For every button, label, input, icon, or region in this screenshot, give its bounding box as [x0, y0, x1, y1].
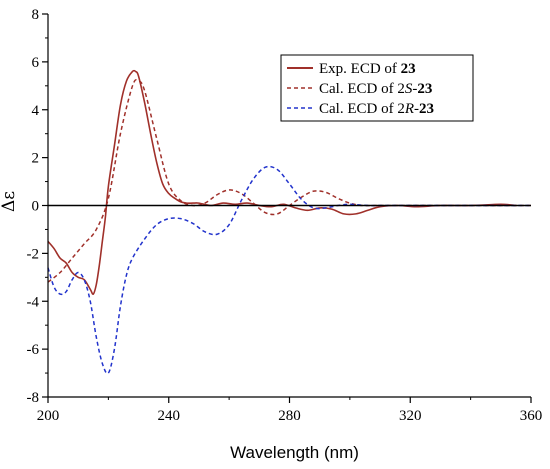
y-tick-label: 2 [32, 151, 40, 167]
x-tick-label: 320 [399, 408, 422, 424]
x-tick-label: 200 [37, 408, 60, 424]
axes-layer [42, 13, 532, 403]
legend-label-cal-ecd-2r-23: Cal. ECD of 2R-23 [319, 101, 434, 117]
series-line-exp-ecd-23 [47, 69, 516, 295]
legend-label-cal-ecd-2s-23: Cal. ECD of 2S-23 [319, 81, 432, 97]
y-tick-label: -8 [27, 390, 40, 406]
x-tick-label: 280 [278, 408, 301, 424]
y-tick-label: 6 [32, 55, 40, 71]
legend-box [280, 54, 474, 122]
x-tick-label: 240 [158, 408, 181, 424]
y-axis-title: Δε [0, 191, 19, 212]
y-tick-label: -6 [27, 342, 40, 358]
y-tick-label: -2 [27, 246, 40, 262]
y-tick-label: 4 [32, 103, 40, 119]
legend-label-exp-ecd-23: Exp. ECD of 23 [319, 61, 416, 77]
y-tick-label: 8 [32, 7, 40, 23]
labels-layer: 200 240 280 320 360 -8 -6 -4 -2 0 2 4 6 8 Wavelength (… [0, 7, 542, 462]
y-tick-label: -4 [27, 294, 40, 310]
series-line-cal-ecd-2r-23 [47, 165, 531, 375]
x-axis-title: Wavelength (nm) [230, 443, 359, 462]
series-line-cal-ecd-2s-23 [47, 79, 531, 283]
curves-layer [47, 69, 531, 375]
legend: Exp. ECD of 23 Cal. ECD of 2S-23 Cal. ECD … [280, 54, 474, 122]
y-tick-label: 0 [32, 199, 40, 215]
x-tick-label: 360 [520, 408, 543, 424]
